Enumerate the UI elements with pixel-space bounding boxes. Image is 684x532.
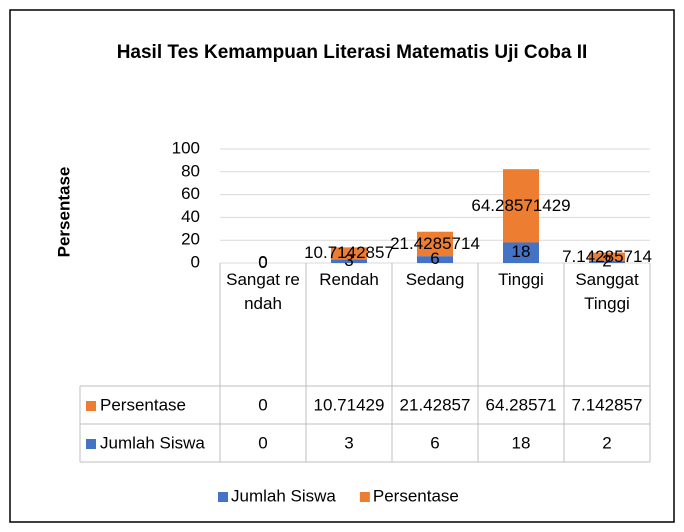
table-legend-key bbox=[86, 401, 96, 411]
y-tick-label: 40 bbox=[181, 207, 200, 226]
category-label: Tinggi bbox=[498, 270, 544, 289]
table-row-header: Persentase bbox=[100, 395, 186, 414]
bar-segment bbox=[589, 252, 625, 261]
bar-segment bbox=[331, 259, 367, 263]
bar-segment bbox=[417, 256, 453, 263]
table-cell: 18 bbox=[512, 433, 531, 452]
bar-segment bbox=[331, 247, 367, 260]
chart-border bbox=[9, 9, 675, 523]
data-label: 2 bbox=[602, 251, 611, 270]
category-label: Rendah bbox=[319, 270, 379, 289]
legend-label: Jumlah Siswa bbox=[231, 486, 336, 505]
legend-key bbox=[359, 492, 370, 502]
data-label-box: 0 bbox=[258, 253, 268, 272]
table-cell: 6 bbox=[430, 433, 439, 452]
y-tick-label: 80 bbox=[181, 161, 200, 180]
table-cell: 7.142857 bbox=[572, 395, 643, 414]
y-tick-label: 0 bbox=[191, 252, 200, 271]
category-label-box: Sedang bbox=[405, 270, 465, 289]
data-label: 6 bbox=[430, 249, 439, 268]
chart-title: Hasil Tes Kemampuan Literasi Matematis U… bbox=[116, 42, 588, 63]
category-label-box: Sangat rendah bbox=[226, 270, 300, 313]
bar-segment bbox=[503, 169, 539, 243]
legend-label: Persentase bbox=[373, 486, 459, 505]
data-label: 10.7142857 bbox=[304, 243, 394, 263]
table-legend-key bbox=[86, 439, 96, 449]
bar-segment bbox=[417, 231, 453, 257]
table-cell: 0 bbox=[258, 433, 267, 452]
data-label-box: 7.14285714 bbox=[562, 246, 652, 266]
table-cell: 0 bbox=[258, 395, 267, 414]
category-label: Sangat rendah bbox=[226, 270, 300, 313]
category-label-box: Sanggat Tinggi bbox=[575, 270, 639, 313]
category-label: Sanggat Tinggi bbox=[575, 270, 639, 313]
data-label: 0 bbox=[258, 253, 268, 272]
table-cell: 3 bbox=[344, 433, 353, 452]
table-cell: 2 bbox=[602, 433, 611, 452]
category-label: Sedang bbox=[405, 270, 465, 289]
legend-key bbox=[218, 492, 228, 502]
table-cell: 10.71429 bbox=[314, 395, 385, 414]
y-axis-label: Persentase bbox=[54, 167, 73, 258]
table-cell: 64.28571 bbox=[486, 395, 557, 414]
table-row-header: Jumlah Siswa bbox=[100, 433, 205, 452]
category-label-box: Tinggi bbox=[498, 270, 544, 289]
y-tick-label: 100 bbox=[172, 138, 200, 157]
y-tick-label: 60 bbox=[181, 184, 200, 203]
data-label-box: 10.7142857 bbox=[304, 243, 394, 263]
y-tick-label: 20 bbox=[181, 230, 200, 249]
bar-segment bbox=[503, 242, 539, 263]
data-label-box: 21.4285714 bbox=[390, 233, 480, 253]
data-label-box: 64.28571429 bbox=[471, 195, 571, 215]
data-label: 18 bbox=[512, 242, 531, 261]
data-label: 7.14285714 bbox=[562, 246, 652, 266]
category-label-box: Rendah bbox=[319, 270, 379, 289]
table-cell: 21.42857 bbox=[400, 395, 471, 414]
data-label: 0 bbox=[258, 252, 267, 271]
title-box: Hasil Tes Kemampuan Literasi Matematis U… bbox=[116, 42, 588, 63]
data-label: 21.4285714 bbox=[390, 233, 480, 253]
bar-segment bbox=[589, 260, 625, 263]
data-label: 3 bbox=[344, 251, 353, 270]
data-label: 64.28571429 bbox=[471, 195, 571, 215]
